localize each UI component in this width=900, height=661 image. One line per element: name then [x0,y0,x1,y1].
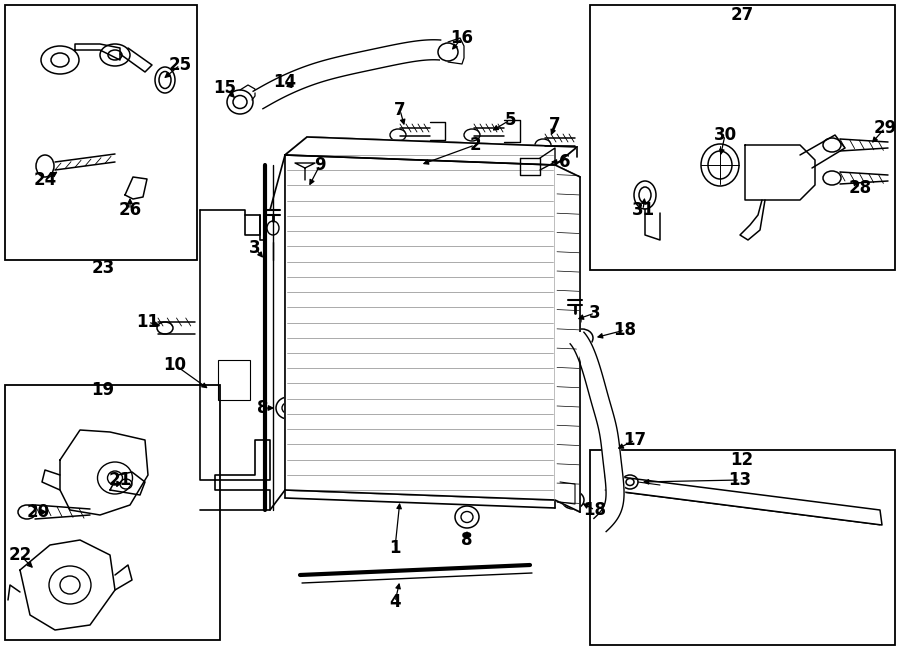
Text: 28: 28 [849,179,871,197]
Text: 25: 25 [168,56,192,74]
Text: 17: 17 [624,431,646,449]
Bar [5,385,220,640]
Text: 11: 11 [137,313,159,331]
Text: 4: 4 [389,593,400,611]
Bar [218,360,250,400]
Polygon shape [555,165,580,512]
Text: 3: 3 [590,304,601,322]
Text: 21: 21 [108,471,131,489]
Text: 30: 30 [714,126,736,144]
Text: 13: 13 [728,471,752,489]
Polygon shape [285,155,555,500]
Text: 20: 20 [26,503,50,521]
Text: 22: 22 [8,546,32,564]
Text: 16: 16 [451,29,473,47]
Text: 1: 1 [389,539,400,557]
Text: 24: 24 [33,171,57,189]
Text: 7: 7 [549,116,561,134]
Text: 29: 29 [873,119,896,137]
Text: 27: 27 [731,6,753,24]
Text: 8: 8 [257,399,269,417]
Text: 15: 15 [213,79,237,97]
Bar [590,450,895,645]
Text: 5: 5 [504,111,516,129]
Bar [590,5,895,270]
Text: 23: 23 [92,259,114,277]
Text: 31: 31 [632,201,654,219]
Text: 8: 8 [461,531,472,549]
Text: 18: 18 [583,501,607,519]
Text: 12: 12 [731,451,753,469]
Text: 6: 6 [559,153,571,171]
Text: 10: 10 [164,356,186,374]
Text: 7: 7 [394,101,406,119]
Text: 9: 9 [314,156,326,174]
Text: 19: 19 [92,381,114,399]
Text: 3: 3 [249,239,261,257]
Polygon shape [285,137,577,165]
Text: 14: 14 [274,73,297,91]
Text: 2: 2 [469,136,481,154]
Text: 26: 26 [119,201,141,219]
Bar [5,5,197,260]
Text: 18: 18 [614,321,636,339]
